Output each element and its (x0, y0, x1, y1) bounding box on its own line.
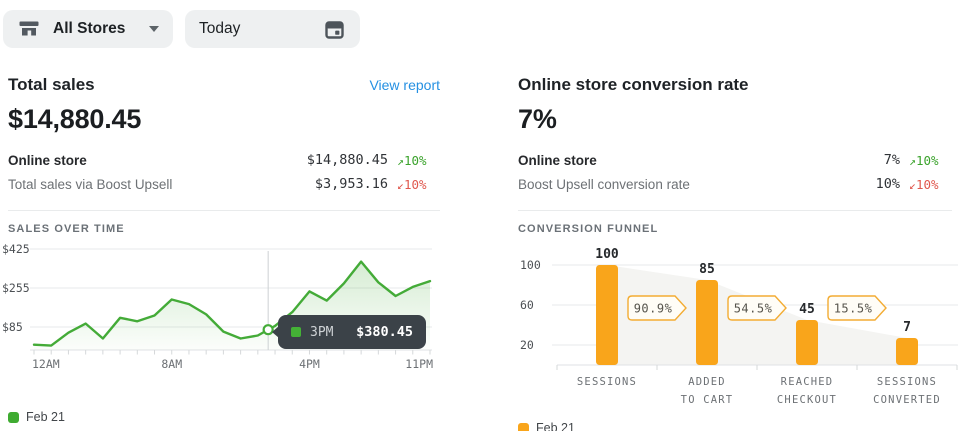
svg-text:54.5%: 54.5% (734, 302, 773, 316)
svg-text:ADDED: ADDED (688, 376, 726, 388)
dashboard-columns: Total sales View report $14,880.45 Onlin… (0, 48, 960, 431)
tooltip-time: 3PM (310, 324, 334, 340)
svg-text:$85: $85 (2, 320, 23, 334)
legend-label: Feb 21 (26, 410, 65, 424)
svg-text:20: 20 (520, 338, 534, 352)
svg-text:4PM: 4PM (299, 357, 320, 371)
metric-row-boost-upsell-rate: Boost Upsell conversion rate 10% ↙10% (518, 172, 952, 196)
svg-text:REACHED: REACHED (781, 376, 834, 388)
conversion-breakdown: Online store 7% ↗10% Boost Upsell conver… (518, 148, 952, 196)
conversion-funnel-chart[interactable]: 100 60 20 100 SESSIONS 85 ADDED TO CART 45 REACHE… (518, 243, 958, 418)
conversion-funnel-label: CONVERSION FUNNEL (518, 223, 659, 235)
svg-text:TO CART: TO CART (681, 394, 734, 406)
svg-text:8AM: 8AM (161, 357, 182, 371)
metric-value: $14,880.45 (306, 152, 388, 168)
svg-text:12AM: 12AM (32, 357, 60, 371)
svg-text:11PM: 11PM (405, 357, 433, 371)
metric-delta: ↙10% (397, 176, 427, 192)
calendar-icon (325, 20, 344, 39)
date-selector-button[interactable]: Today (185, 10, 360, 48)
conversion-rate-panel: Online store conversion rate 7% Online s… (518, 48, 958, 431)
store-selector-label: All Stores (53, 20, 126, 37)
arrow-down-icon: ↙ (397, 177, 404, 192)
arrow-down-icon: ↙ (909, 177, 916, 192)
metric-delta: ↙10% (909, 176, 939, 192)
sales-over-time-label: SALES OVER TIME (8, 223, 125, 235)
chevron-down-icon (149, 26, 159, 32)
svg-text:7: 7 (903, 320, 911, 335)
section-divider (8, 210, 440, 211)
total-sales-value: $14,880.45 (8, 104, 142, 134)
svg-text:$425: $425 (2, 243, 30, 256)
filter-bar: All Stores Today (0, 0, 960, 48)
metric-label: Total sales via Boost Upsell (8, 176, 173, 192)
date-selector-label: Today (199, 20, 241, 37)
view-report-link[interactable]: View report (369, 77, 440, 93)
legend-swatch-green (8, 411, 19, 423)
total-sales-breakdown: Online store $14,880.45 ↗10% Total sales… (8, 148, 440, 196)
conversion-rate-title: Online store conversion rate (518, 75, 749, 94)
metric-value: $3,953.16 (314, 176, 388, 192)
conversion-rate-value: 7% (518, 104, 557, 134)
metric-row-online-store-rate: Online store 7% ↗10% (518, 148, 952, 172)
sales-chart-svg[interactable]: $425 $255 $85 12AM 8AM 4PM 11PM (2, 242, 434, 373)
chart-tooltip: 3PM $380.45 (272, 315, 426, 349)
metric-value: 7% (883, 152, 900, 168)
svg-text:CONVERTED: CONVERTED (873, 394, 941, 406)
svg-text:100: 100 (520, 258, 541, 272)
arrow-up-icon: ↗ (397, 153, 404, 168)
svg-text:SESSIONS: SESSIONS (577, 376, 637, 388)
svg-text:85: 85 (699, 262, 715, 277)
svg-text:SESSIONS: SESSIONS (877, 376, 937, 388)
metric-row-online-store: Online store $14,880.45 ↗10% (8, 148, 440, 172)
sales-chart[interactable]: $425 $255 $85 12AM 8AM 4PM 11PM 3PM $380.45 (2, 242, 440, 378)
metric-delta: ↗10% (909, 152, 939, 168)
svg-text:100: 100 (595, 247, 619, 262)
section-divider (518, 210, 952, 211)
metric-row-boost-upsell: Total sales via Boost Upsell $3,953.16 ↙… (8, 172, 440, 196)
arrow-up-icon: ↗ (909, 153, 916, 168)
total-sales-panel: Total sales View report $14,880.45 Onlin… (2, 48, 440, 431)
store-selector-button[interactable]: All Stores (3, 10, 173, 48)
metric-delta: ↗10% (397, 152, 427, 168)
svg-text:90.9%: 90.9% (634, 302, 673, 316)
tooltip-value: $380.45 (356, 324, 413, 340)
storefront-icon (19, 21, 39, 36)
svg-text:CHECKOUT: CHECKOUT (777, 394, 837, 406)
svg-text:60: 60 (520, 298, 534, 312)
funnel-chart-svg[interactable]: 100 60 20 100 SESSIONS 85 ADDED TO CART 45 REACHE… (518, 243, 958, 413)
series-swatch (291, 327, 301, 337)
metric-label: Online store (8, 152, 87, 168)
metric-value: 10% (875, 176, 900, 192)
metric-label: Boost Upsell conversion rate (518, 176, 690, 192)
svg-text:15.5%: 15.5% (834, 302, 873, 316)
svg-text:45: 45 (799, 302, 815, 317)
sales-legend: Feb 21 (8, 410, 440, 424)
svg-text:$255: $255 (2, 281, 30, 295)
metric-label: Online store (518, 152, 597, 168)
total-sales-title: Total sales (8, 75, 95, 94)
legend-swatch-orange (518, 422, 529, 431)
funnel-legend: Feb 21 (518, 421, 952, 431)
legend-label: Feb 21 (536, 421, 575, 431)
